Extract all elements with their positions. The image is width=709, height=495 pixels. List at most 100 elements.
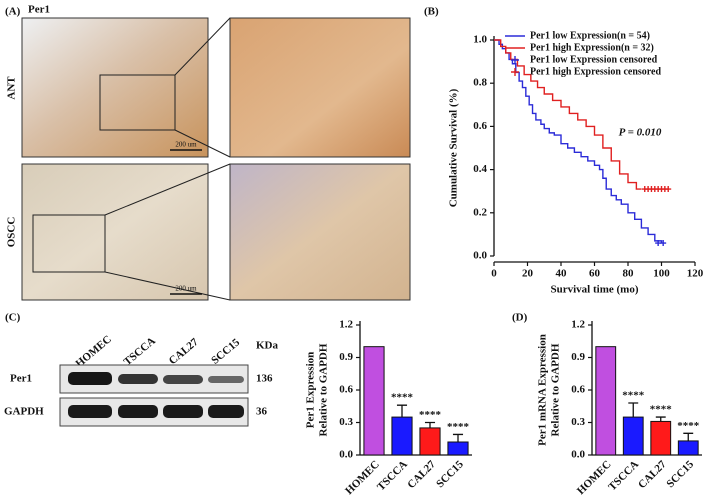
x-tick-label: HOMEC xyxy=(343,458,382,495)
row-label: ANT xyxy=(6,76,18,100)
y-axis-label: Relative to GAPDH xyxy=(318,343,330,436)
y-tick-label: 0.2 xyxy=(473,206,487,218)
band xyxy=(163,405,203,418)
x-tick-label: 20 xyxy=(522,268,534,280)
y-tick-label: 0.3 xyxy=(571,416,585,428)
y-tick-label: 0.6 xyxy=(339,384,353,396)
annotation: P = 0.010 xyxy=(619,127,662,139)
y-tick-label: 0.3 xyxy=(339,416,353,428)
x-tick-label: HOMEC xyxy=(575,458,614,495)
inset-box xyxy=(99,74,176,131)
y-axis-label: Cumulative Survival (%) xyxy=(448,88,460,207)
x-tick-label: TSCCA xyxy=(606,458,641,493)
y-tick-label: 1.0 xyxy=(473,34,487,46)
y-tick-label: 0.8 xyxy=(473,77,487,89)
histology-zoom xyxy=(229,17,411,158)
panel-label: (A) xyxy=(5,6,21,18)
x-tick-label: CAL27 xyxy=(405,458,438,491)
y-tick-label: 1.2 xyxy=(339,319,353,331)
zoom-line xyxy=(174,129,231,158)
significance: **** xyxy=(447,421,470,433)
significance: **** xyxy=(677,420,700,432)
error-bar xyxy=(655,416,666,422)
panel-label: (B) xyxy=(424,6,439,18)
legend-label: Per1 high Expression(n = 32) xyxy=(530,42,654,53)
band xyxy=(208,405,244,418)
bar xyxy=(391,416,413,456)
x-tick-label: SCC15 xyxy=(664,458,696,490)
bar xyxy=(677,440,699,456)
x-tick-label: SCC15 xyxy=(434,458,466,490)
panel-label: (D) xyxy=(512,312,528,324)
x-tick-label: 60 xyxy=(589,268,601,280)
y-tick-label: 0.0 xyxy=(571,449,585,461)
censor-mark xyxy=(655,240,662,247)
error-bar xyxy=(452,433,464,442)
bar xyxy=(419,427,441,456)
band xyxy=(118,374,158,384)
error-bar xyxy=(396,404,408,418)
bar xyxy=(622,416,644,456)
bar xyxy=(363,346,385,456)
y-axis-label: Per1 mRNA Expression xyxy=(537,334,549,446)
x-tick-label: 120 xyxy=(687,268,704,280)
x-tick-label: 0 xyxy=(491,268,497,280)
bar xyxy=(650,420,672,456)
legend-marker xyxy=(511,56,519,64)
panel-label: (C) xyxy=(5,312,21,324)
lane-label: HOMEC xyxy=(73,333,114,370)
error-bar xyxy=(683,432,694,441)
blot-label: Per1 xyxy=(10,373,32,385)
kda-label: 36 xyxy=(256,406,268,418)
error-bar xyxy=(628,402,639,418)
scale-label: 200 um xyxy=(175,141,197,149)
x-tick-label: 100 xyxy=(653,268,670,280)
y-tick-label: 1.2 xyxy=(571,319,585,331)
histology-zoom xyxy=(229,163,411,301)
band xyxy=(163,375,203,384)
significance: **** xyxy=(622,390,645,402)
inset-box xyxy=(32,214,106,273)
y-tick-label: 0.6 xyxy=(473,120,487,132)
histology-image xyxy=(21,17,209,158)
lane-label: SCC15 xyxy=(209,336,242,367)
significance: **** xyxy=(650,404,673,416)
legend-label: Per1 low Expression censored xyxy=(530,54,658,65)
kda-label: 136 xyxy=(256,373,273,385)
bar xyxy=(595,346,617,456)
band xyxy=(208,376,244,383)
zoom-line xyxy=(104,271,231,301)
censor-mark xyxy=(660,240,667,247)
band xyxy=(68,372,112,385)
x-tick-label: CAL27 xyxy=(636,458,669,491)
x-axis-label: Survival time (mo) xyxy=(551,284,639,296)
lane-label: TSCCA xyxy=(122,335,158,368)
y-tick-label: 0.6 xyxy=(571,384,585,396)
significance: **** xyxy=(391,392,414,404)
y-tick-label: 0.9 xyxy=(339,351,353,363)
legend-marker xyxy=(511,68,519,76)
error-bar xyxy=(424,421,436,428)
lane-label: CAL27 xyxy=(167,336,201,368)
x-tick-label: 40 xyxy=(556,268,568,280)
bar xyxy=(447,441,469,456)
x-tick-label: TSCCA xyxy=(375,458,410,493)
legend-label: Per1 low Expression(n = 54) xyxy=(530,30,650,41)
censor-mark xyxy=(665,186,672,193)
y-tick-label: 0.4 xyxy=(473,163,487,175)
zoom-line xyxy=(174,17,231,76)
x-tick-label: 80 xyxy=(623,268,635,280)
y-tick-label: 0.0 xyxy=(339,449,353,461)
stain-label: Per1 xyxy=(28,4,50,16)
y-axis-label: Relative to GAPDH xyxy=(550,343,562,436)
y-tick-label: 0.0 xyxy=(473,250,487,262)
blot-label: GAPDH xyxy=(4,406,44,418)
zoom-line xyxy=(104,163,231,216)
y-tick-label: 0.9 xyxy=(571,351,585,363)
significance: **** xyxy=(419,409,442,421)
histology-image xyxy=(21,163,209,301)
survival-curve xyxy=(494,39,663,244)
kda-header: KDa xyxy=(256,340,279,352)
band xyxy=(68,405,112,418)
